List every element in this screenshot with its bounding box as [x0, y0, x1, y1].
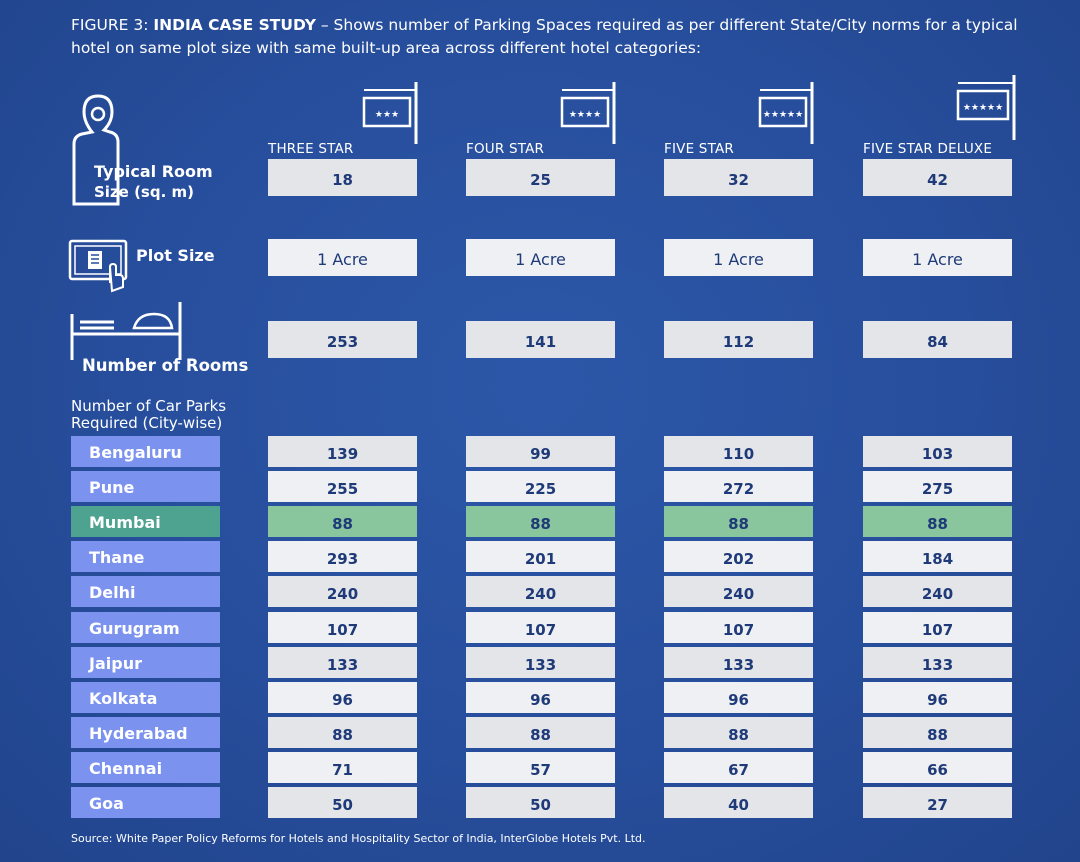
car-park-value: 202 [664, 541, 813, 572]
city-name: Hyderabad [71, 717, 220, 748]
car-park-value: 107 [268, 612, 417, 643]
car-park-value: 88 [664, 506, 813, 537]
car-park-value: 96 [268, 682, 417, 713]
hanging-sign-icon: ★★★★★ [956, 75, 1016, 140]
car-park-value: 201 [466, 541, 615, 572]
room-size-cell: 18 [268, 159, 417, 196]
car-park-value: 67 [664, 752, 813, 783]
city-name: Chennai [71, 752, 220, 783]
car-park-value: 184 [863, 541, 1012, 572]
source-note: Source: White Paper Policy Reforms for H… [71, 832, 646, 845]
title-prefix: FIGURE 3: [71, 16, 154, 34]
bed-icon [70, 302, 182, 360]
car-park-value: 107 [664, 612, 813, 643]
car-park-value: 133 [268, 647, 417, 678]
car-park-value: 96 [466, 682, 615, 713]
city-name: Thane [71, 541, 220, 572]
city-name: Pune [71, 471, 220, 502]
city-name: Jaipur [71, 647, 220, 678]
room-size-label-line2: Size (sq. m) [94, 183, 194, 201]
figure-title: FIGURE 3: INDIA CASE STUDY – Shows numbe… [71, 14, 1051, 60]
car-park-value: 96 [664, 682, 813, 713]
hanging-sign-icon: ★★★★★ [758, 82, 814, 144]
room-size-label: Typical Room Size (sq. m) [94, 161, 213, 203]
rooms-cell: 84 [863, 321, 1012, 358]
title-bold: INDIA CASE STUDY [153, 16, 316, 34]
category-header: FIVE STAR DELUXE [863, 141, 993, 157]
city-name: Mumbai [71, 506, 220, 537]
city-name: Kolkata [71, 682, 220, 713]
car-park-value: 272 [664, 471, 813, 502]
car-park-value: 50 [268, 787, 417, 818]
car-park-value: 225 [466, 471, 615, 502]
hanging-sign-icon: ★★★★ [560, 82, 616, 144]
rooms-cell: 141 [466, 321, 615, 358]
car-park-value: 255 [268, 471, 417, 502]
category-header: FOUR STAR [466, 141, 545, 157]
car-park-value: 133 [863, 647, 1012, 678]
rooms-cell: 112 [664, 321, 813, 358]
sign-stars: ★★★★★ [763, 110, 803, 120]
car-park-value: 107 [466, 612, 615, 643]
sign-stars: ★★★★ [569, 110, 601, 120]
car-park-value: 240 [664, 576, 813, 607]
car-park-value: 139 [268, 436, 417, 467]
city-name: Delhi [71, 576, 220, 607]
category-header: THREE STAR [268, 141, 354, 157]
car-park-value: 240 [863, 576, 1012, 607]
car-park-value: 240 [268, 576, 417, 607]
car-park-value: 50 [466, 787, 615, 818]
car-park-value: 88 [466, 506, 615, 537]
room-size-cell: 42 [863, 159, 1012, 196]
sign-stars: ★★★ [375, 110, 399, 120]
car-park-value: 88 [466, 717, 615, 748]
plot-size-cell: 1 Acre [863, 239, 1012, 276]
rooms-cell: 253 [268, 321, 417, 358]
car-park-value: 57 [466, 752, 615, 783]
car-park-value: 110 [664, 436, 813, 467]
car-park-value: 88 [268, 506, 417, 537]
car-park-value: 240 [466, 576, 615, 607]
plot-size-cell: 1 Acre [466, 239, 615, 276]
door-hanger-icon [72, 94, 120, 206]
plot-map-icon [68, 239, 128, 293]
city-name: Goa [71, 787, 220, 818]
hanging-sign-icon: ★★★ [362, 82, 418, 144]
car-park-value: 275 [863, 471, 1012, 502]
car-park-value: 71 [268, 752, 417, 783]
car-park-value: 27 [863, 787, 1012, 818]
rooms-label: Number of Rooms [82, 356, 249, 375]
room-size-cell: 25 [466, 159, 615, 196]
car-park-value: 133 [466, 647, 615, 678]
car-park-value: 88 [664, 717, 813, 748]
plot-size-cell: 1 Acre [664, 239, 813, 276]
car-park-value: 88 [268, 717, 417, 748]
room-size-label-line1: Typical Room [94, 162, 213, 181]
carparks-label-line1: Number of Car Parks [71, 397, 227, 415]
car-park-value: 107 [863, 612, 1012, 643]
car-park-value: 88 [863, 506, 1012, 537]
car-park-value: 66 [863, 752, 1012, 783]
category-header: FIVE STAR [664, 141, 734, 157]
car-park-value: 293 [268, 541, 417, 572]
sign-stars: ★★★★★ [963, 103, 1003, 113]
plot-size-label: Plot Size [136, 246, 215, 265]
car-park-value: 103 [863, 436, 1012, 467]
title-rest: – Shows number of Parking Spaces require… [71, 16, 1018, 57]
car-park-value: 88 [863, 717, 1012, 748]
carparks-label-line2: Required (City-wise) [71, 414, 223, 432]
city-name: Bengaluru [71, 436, 220, 467]
car-park-value: 99 [466, 436, 615, 467]
city-name: Gurugram [71, 612, 220, 643]
car-park-value: 40 [664, 787, 813, 818]
car-park-value: 96 [863, 682, 1012, 713]
plot-size-cell: 1 Acre [268, 239, 417, 276]
carparks-label: Number of Car Parks Required (City-wise) [71, 398, 226, 432]
car-park-value: 133 [664, 647, 813, 678]
room-size-cell: 32 [664, 159, 813, 196]
